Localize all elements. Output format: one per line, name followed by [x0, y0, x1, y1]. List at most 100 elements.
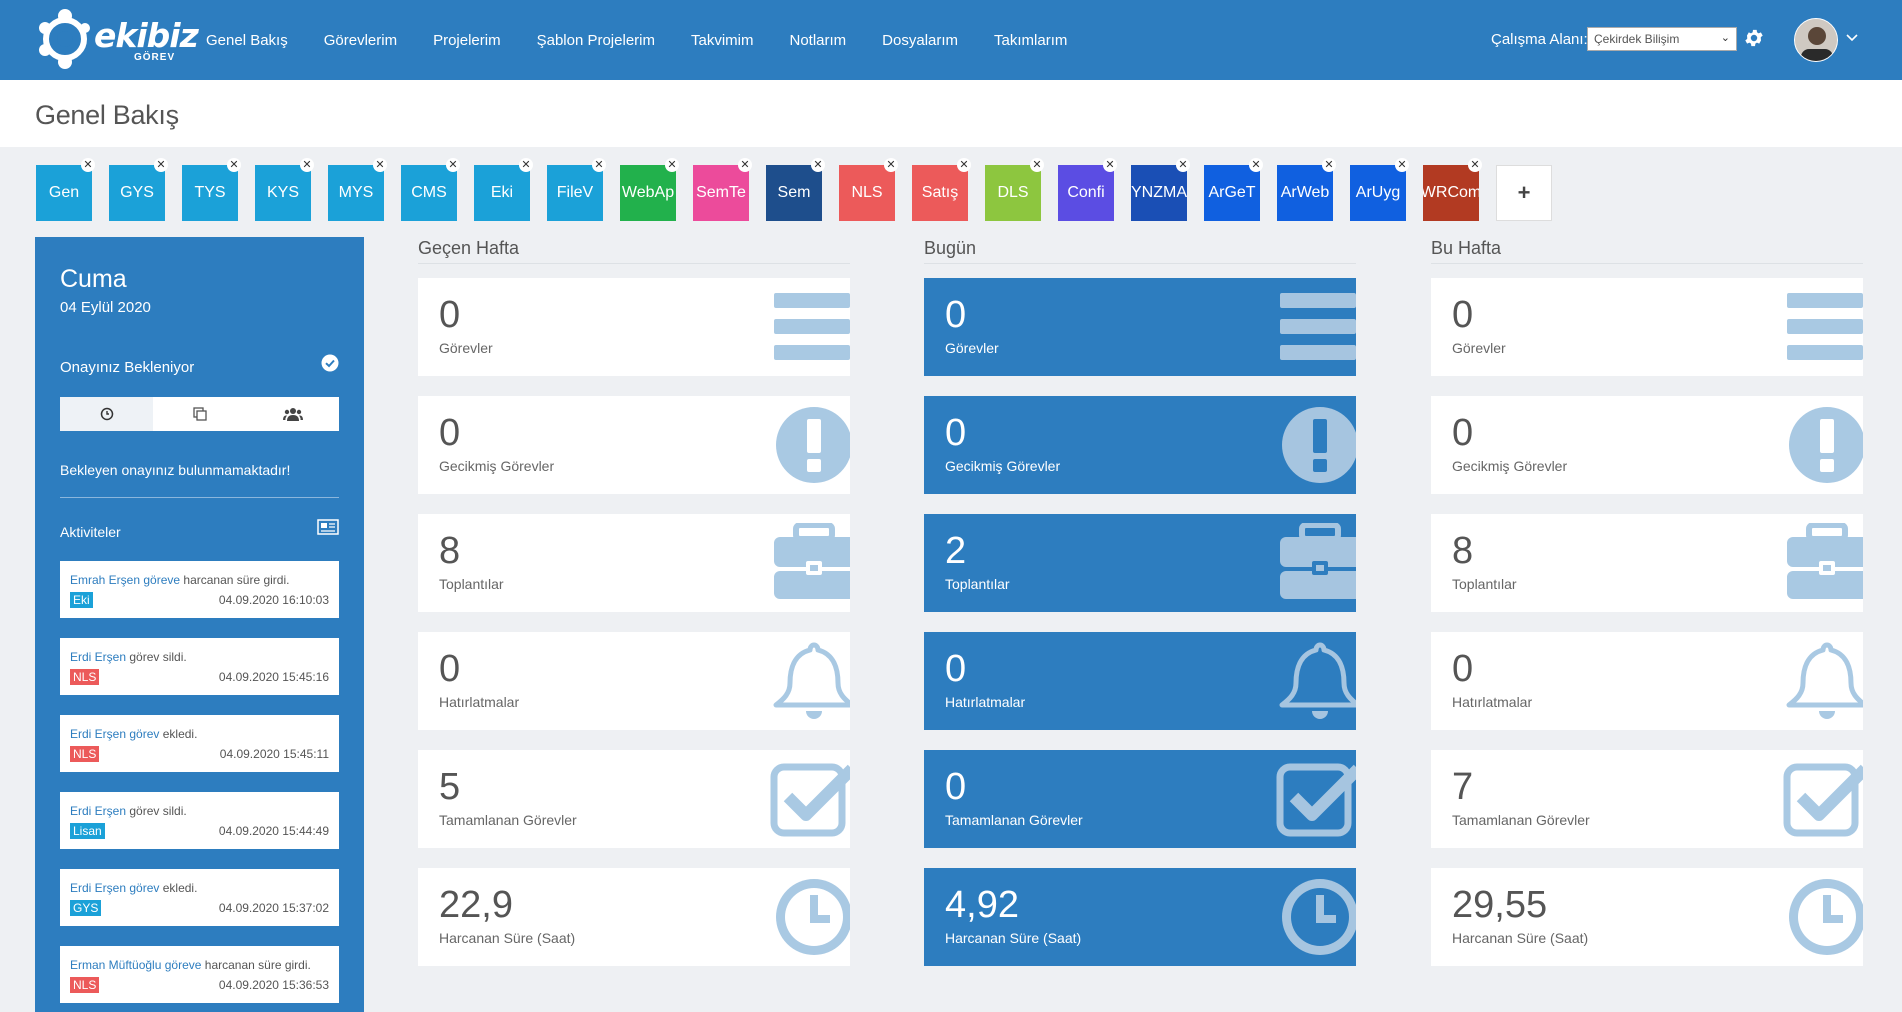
project-tile-label[interactable]: Confi: [1058, 165, 1114, 221]
stat-card[interactable]: 7 Tamamlanan Görevler: [1431, 750, 1863, 848]
activity-user[interactable]: Erdi Erşen: [70, 804, 127, 818]
close-icon[interactable]: ✕: [1103, 158, 1117, 172]
stat-card[interactable]: 0 Görevler: [418, 278, 850, 376]
project-tile-label[interactable]: DLS: [985, 165, 1041, 221]
project-tile-label[interactable]: Sem: [766, 165, 822, 221]
project-tile-label[interactable]: WRCom: [1423, 165, 1479, 221]
nav-sablon-projelerim[interactable]: Şablon Projelerim: [536, 31, 655, 49]
close-icon[interactable]: ✕: [1395, 158, 1409, 172]
project-tile[interactable]: YNZMA ✕: [1131, 158, 1190, 221]
project-tile-label[interactable]: KYS: [255, 165, 311, 221]
activity-project-badge[interactable]: NLS: [70, 669, 100, 685]
stat-card[interactable]: 0 Hatırlatmalar: [418, 632, 850, 730]
activity-link[interactable]: göreve: [164, 958, 202, 972]
activity-user[interactable]: Emrah Erşen: [70, 573, 141, 587]
project-tile[interactable]: SemTe ✕: [693, 158, 752, 221]
tab-clock[interactable]: [60, 397, 153, 431]
activity-item[interactable]: Erdi Erşen görev ekledi. GYS 04.09.2020 15…: [60, 869, 339, 926]
close-icon[interactable]: ✕: [519, 158, 533, 172]
stat-card[interactable]: 0 Hatırlatmalar: [924, 632, 1356, 730]
project-tile-label[interactable]: YNZMA: [1131, 165, 1187, 221]
stat-card[interactable]: 29,55 Harcanan Süre (Saat): [1431, 868, 1863, 966]
nav-takimlarim[interactable]: Takımlarım: [994, 31, 1068, 49]
nav-dosyalarim[interactable]: Dosyalarım: [882, 31, 959, 49]
stat-card[interactable]: 8 Toplantılar: [418, 514, 850, 612]
project-tile[interactable]: Confi ✕: [1058, 158, 1117, 221]
project-tile[interactable]: GYS ✕: [109, 158, 168, 221]
project-tile-label[interactable]: Satış: [912, 165, 968, 221]
close-icon[interactable]: ✕: [884, 158, 898, 172]
activity-link[interactable]: göreve: [143, 573, 181, 587]
activity-project-badge[interactable]: NLS: [70, 746, 100, 762]
activity-item[interactable]: Erdi Erşen görev sildi. Lisan 04.09.2020 1…: [60, 792, 339, 849]
close-icon[interactable]: ✕: [373, 158, 387, 172]
stat-card[interactable]: 0 Tamamlanan Görevler: [924, 750, 1356, 848]
close-icon[interactable]: ✕: [1322, 158, 1336, 172]
project-tile[interactable]: ArWeb ✕: [1277, 158, 1336, 221]
project-tile-label[interactable]: FileV: [547, 165, 603, 221]
project-tile-label[interactable]: ArUyg: [1350, 165, 1406, 221]
project-tile-label[interactable]: TYS: [182, 165, 238, 221]
project-tile[interactable]: FileV ✕: [547, 158, 606, 221]
project-tile[interactable]: KYS ✕: [255, 158, 314, 221]
nav-notlarim[interactable]: Notlarım: [789, 31, 847, 49]
project-tile-label[interactable]: SemTe: [693, 165, 749, 221]
activity-link[interactable]: görev: [129, 727, 160, 741]
tab-copy[interactable]: [153, 397, 246, 431]
avatar[interactable]: [1794, 18, 1838, 62]
activity-project-badge[interactable]: Eki: [70, 592, 93, 608]
nav-gorevlerim[interactable]: Görevlerim: [323, 31, 398, 49]
newspaper-icon[interactable]: [317, 518, 339, 536]
close-icon[interactable]: ✕: [957, 158, 971, 172]
activity-user[interactable]: Erman Müftüoğlu: [70, 958, 162, 972]
project-tile[interactable]: ArUyg ✕: [1350, 158, 1409, 221]
project-tile[interactable]: TYS ✕: [182, 158, 241, 221]
stat-card[interactable]: 5 Tamamlanan Görevler: [418, 750, 850, 848]
stat-card[interactable]: 0 Gecikmiş Görevler: [1431, 396, 1863, 494]
stat-card[interactable]: 0 Görevler: [924, 278, 1356, 376]
stat-card[interactable]: 0 Gecikmiş Görevler: [418, 396, 850, 494]
stat-card[interactable]: 0 Görevler: [1431, 278, 1863, 376]
stat-card[interactable]: 0 Hatırlatmalar: [1431, 632, 1863, 730]
project-tile[interactable]: WRCom ✕: [1423, 158, 1482, 221]
project-tile-label[interactable]: WebAp: [620, 165, 676, 221]
project-tile[interactable]: Sem ✕: [766, 158, 825, 221]
close-icon[interactable]: ✕: [1468, 158, 1482, 172]
activity-project-badge[interactable]: Lisan: [70, 823, 105, 839]
project-tile[interactable]: MYS ✕: [328, 158, 387, 221]
stat-card[interactable]: 8 Toplantılar: [1431, 514, 1863, 612]
close-icon[interactable]: ✕: [811, 158, 825, 172]
project-tile[interactable]: CMS ✕: [401, 158, 460, 221]
close-icon[interactable]: ✕: [446, 158, 460, 172]
project-tile[interactable]: Eki ✕: [474, 158, 533, 221]
gear-icon[interactable]: [1743, 27, 1765, 49]
project-tile-label[interactable]: ArGeT: [1204, 165, 1260, 221]
project-tile-label[interactable]: NLS: [839, 165, 895, 221]
close-icon[interactable]: ✕: [300, 158, 314, 172]
stat-card[interactable]: 4,92 Harcanan Süre (Saat): [924, 868, 1356, 966]
close-icon[interactable]: ✕: [592, 158, 606, 172]
activity-user[interactable]: Erdi Erşen: [70, 727, 127, 741]
check-circle-icon[interactable]: [321, 354, 339, 372]
activity-project-badge[interactable]: GYS: [70, 900, 102, 916]
close-icon[interactable]: ✕: [154, 158, 168, 172]
project-tile[interactable]: DLS ✕: [985, 158, 1044, 221]
project-tile-label[interactable]: Gen: [36, 165, 92, 221]
project-tile[interactable]: Gen ✕: [36, 158, 95, 221]
project-tile-label[interactable]: Eki: [474, 165, 530, 221]
nav-projelerim[interactable]: Projelerim: [433, 31, 501, 49]
close-icon[interactable]: ✕: [665, 158, 679, 172]
activity-user[interactable]: Erdi Erşen: [70, 881, 127, 895]
nav-genel-bakis[interactable]: Genel Bakış: [206, 31, 288, 49]
project-tile[interactable]: NLS ✕: [839, 158, 898, 221]
project-tile[interactable]: Satış ✕: [912, 158, 971, 221]
activity-item[interactable]: Erman Müftüoğlu göreve harcanan süre gir…: [60, 946, 339, 1003]
close-icon[interactable]: ✕: [81, 158, 95, 172]
activity-item[interactable]: Erdi Erşen görev ekledi. NLS 04.09.2020 15…: [60, 715, 339, 772]
tab-users[interactable]: [246, 397, 339, 431]
logo[interactable]: ekibiz GÖREV: [32, 6, 199, 74]
activity-user[interactable]: Erdi Erşen: [70, 650, 127, 664]
project-tile[interactable]: ArGeT ✕: [1204, 158, 1263, 221]
activity-project-badge[interactable]: NLS: [70, 977, 100, 993]
project-tile-label[interactable]: CMS: [401, 165, 457, 221]
